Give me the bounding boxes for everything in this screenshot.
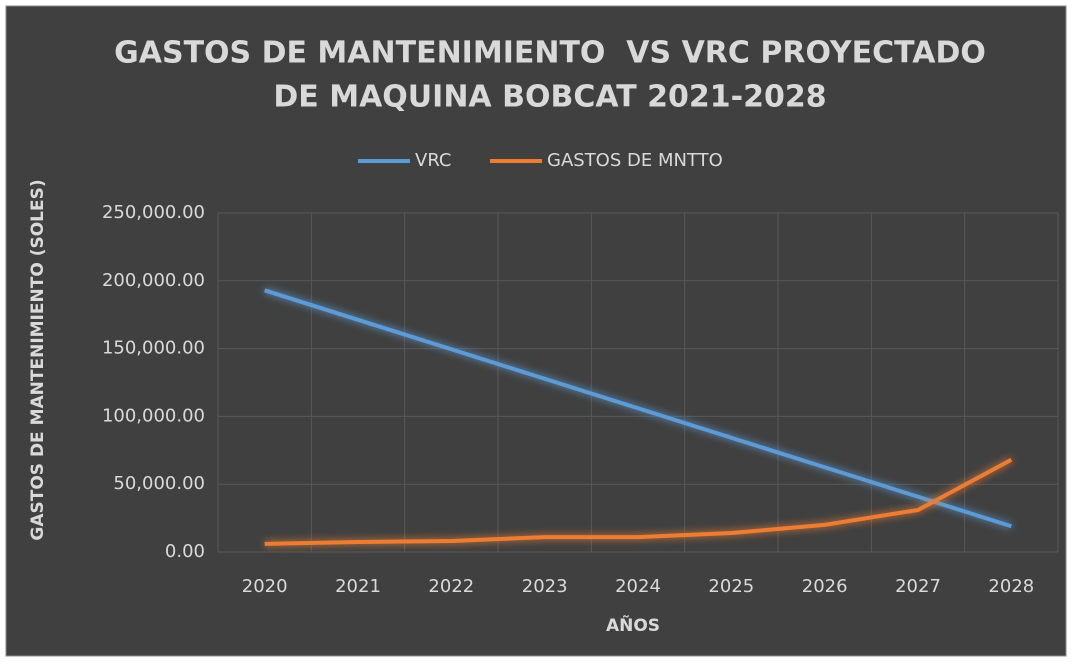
series-line	[264, 288, 1012, 529]
x-axis-title: AÑOS	[606, 613, 660, 636]
x-tick-label: 2025	[708, 576, 754, 597]
x-tick-label: 2028	[988, 576, 1034, 597]
y-tick-label: 250,000.00	[102, 202, 205, 223]
chart-background	[5, 5, 1067, 657]
y-tick-label: 0.00	[165, 541, 205, 562]
x-tick-label: 2024	[615, 576, 661, 597]
x-tick-label: 2022	[428, 576, 474, 597]
y-tick-label: 100,000.00	[102, 405, 205, 426]
legend-label: VRC	[415, 150, 452, 171]
x-tick-label: 2023	[522, 576, 568, 597]
series-line	[264, 458, 1013, 546]
x-tick-label: 2021	[335, 576, 381, 597]
x-tick-label: 2026	[802, 576, 848, 597]
chart-title: GASTOS DE MANTENIMIENTO VS VRC PROYECTAD…	[114, 36, 986, 71]
y-tick-label: 50,000.00	[113, 473, 205, 494]
y-tick-label: 150,000.00	[102, 338, 205, 359]
x-tick-label: 2020	[242, 576, 288, 597]
chart-title: DE MAQUINA BOBCAT 2021-2028	[273, 80, 826, 115]
x-tick-label: 2027	[895, 576, 941, 597]
legend-label: GASTOS DE MNTTO	[547, 150, 723, 171]
y-tick-label: 200,000.00	[102, 270, 205, 291]
y-axis-title: GASTOS DE MANTENIMIENTO (SOLES)	[28, 179, 48, 540]
